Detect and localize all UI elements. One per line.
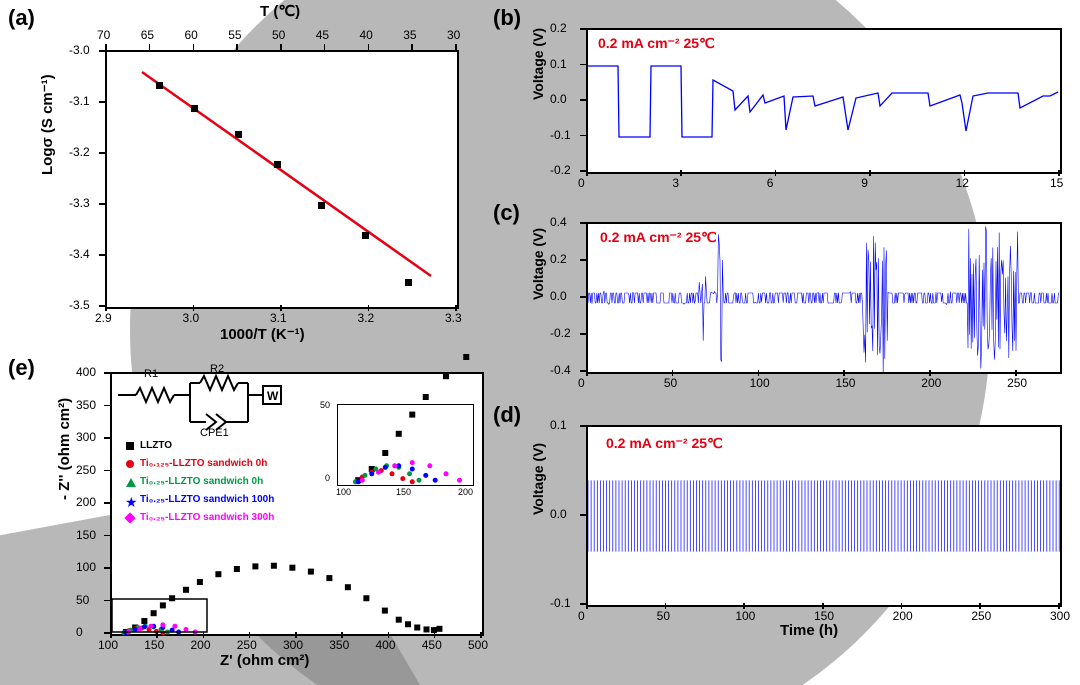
axis-d-x: Time (h) bbox=[780, 622, 838, 639]
panel-a-plot bbox=[105, 50, 459, 309]
arrhenius-points bbox=[156, 82, 412, 286]
axis-a-y: Logσ (S cm⁻¹) bbox=[38, 74, 56, 175]
voltage-trace-d bbox=[588, 480, 1059, 551]
axis-c-y: Voltage (V) bbox=[530, 228, 546, 300]
circuit-cpe-label: CPE1 bbox=[200, 427, 229, 439]
legend-0: LLZTO bbox=[140, 440, 172, 451]
circuit-r2-label: R2 bbox=[210, 363, 224, 375]
axis-e-y: - Z'' (ohm cm²) bbox=[56, 398, 73, 500]
label-b: (b) bbox=[493, 5, 521, 31]
label-d: (d) bbox=[493, 402, 521, 428]
equivalent-circuit: W R1 R2 CPE1 bbox=[118, 380, 288, 434]
voltage-trace-b bbox=[588, 66, 1058, 137]
voltage-trace-c bbox=[588, 227, 1059, 373]
axis-e-x: Z' (ohm cm²) bbox=[220, 652, 309, 669]
legend-2: Ti₀.₂₅-LLZTO sandwich 0h bbox=[140, 476, 263, 487]
panel-c-plot: 0.2 mA cm⁻² 25℃ bbox=[586, 222, 1062, 374]
label-c: (c) bbox=[493, 200, 520, 226]
panel-b-plot: 0.2 mA cm⁻² 25℃ bbox=[586, 28, 1062, 174]
panel-b-annotation: 0.2 mA cm⁻² 25℃ bbox=[598, 35, 715, 52]
series-small bbox=[122, 622, 198, 635]
panel-d-annotation: 0.2 mA cm⁻² 25℃ bbox=[606, 435, 723, 452]
axis-a-x-top: T (℃) bbox=[260, 2, 300, 20]
label-e: (e) bbox=[8, 355, 35, 381]
legend-3: Ti₀.₂₅-LLZTO sandwich 100h bbox=[140, 494, 274, 505]
arrhenius-fit-line bbox=[142, 72, 431, 276]
panel-e-inset: 100 150 200 0 50 bbox=[337, 404, 474, 486]
label-a: (a) bbox=[8, 5, 35, 31]
axis-b-y: Voltage (V) bbox=[530, 28, 546, 100]
legend-1: Ti₀.₁₂₅-LLZTO sandwich 0h bbox=[140, 458, 267, 469]
axis-a-x-bottom: 1000/T (K⁻¹) bbox=[220, 325, 305, 343]
panel-d-plot: 0.2 mA cm⁻² 25℃ bbox=[586, 425, 1062, 607]
circuit-r1-label: R1 bbox=[144, 368, 158, 380]
axis-d-y: Voltage (V) bbox=[530, 443, 546, 515]
panel-c-annotation: 0.2 mA cm⁻² 25℃ bbox=[600, 229, 717, 246]
legend-4: Ti₀.₂₅-LLZTO sandwich 300h bbox=[140, 512, 274, 523]
circuit-w-label: W bbox=[267, 389, 279, 403]
zoom-area-rect bbox=[112, 599, 207, 632]
